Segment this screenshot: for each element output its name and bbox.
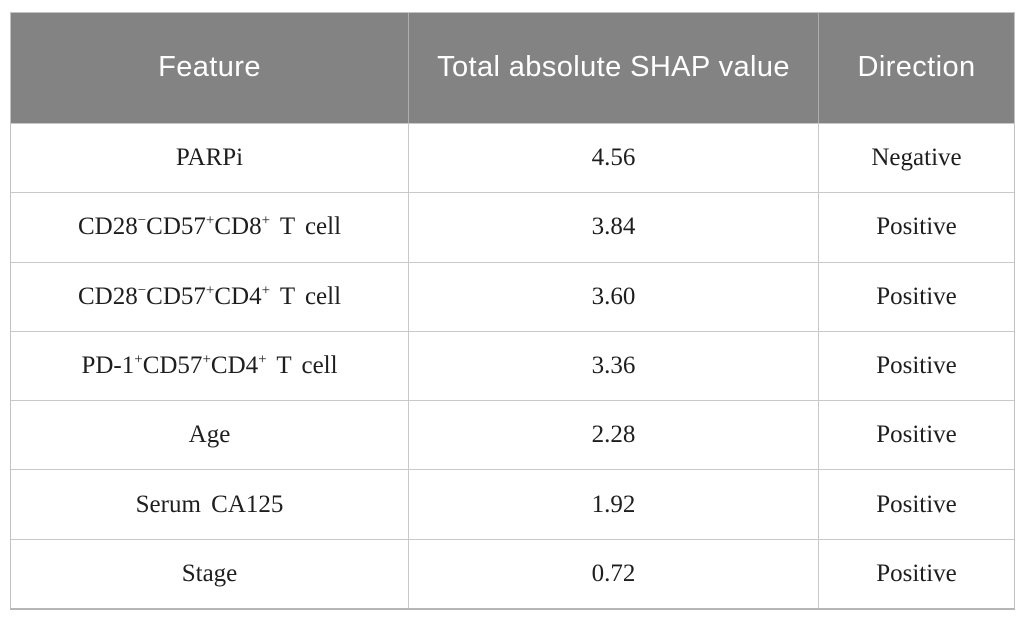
direction-cell: Positive xyxy=(819,469,1014,539)
feature-cell: PARPi xyxy=(11,123,409,193)
feature-cell: CD28−CD57+CD4+ T cell xyxy=(11,261,409,331)
feature-cell: Stage xyxy=(11,538,409,608)
column-header-total-absolute-shap-value: Total absolute SHAP value xyxy=(409,13,819,123)
shap-value-cell: 3.36 xyxy=(409,330,819,401)
shap-value-cell: 1.92 xyxy=(409,469,819,539)
direction-cell: Positive xyxy=(819,538,1014,608)
shap-value-cell: 3.84 xyxy=(409,192,819,262)
feature-cell: PD-1+CD57+CD4+ T cell xyxy=(11,330,409,401)
feature-label: Stage xyxy=(181,559,238,587)
direction-cell: Negative xyxy=(819,123,1014,193)
shap-value-cell: 2.28 xyxy=(409,400,819,470)
feature-label: PD-1+CD57+CD4+ T cell xyxy=(81,351,338,379)
shap-value-cell: 4.56 xyxy=(409,123,819,193)
feature-label: CD28−CD57+CD4+ T cell xyxy=(77,282,342,310)
direction-cell: Positive xyxy=(819,261,1014,331)
direction-cell: Positive xyxy=(819,330,1014,401)
column-header-feature: Feature xyxy=(11,13,409,123)
feature-cell: Serum CA125 xyxy=(11,469,409,539)
feature-cell: Age xyxy=(11,400,409,470)
direction-cell: Positive xyxy=(819,192,1014,262)
shap-value-cell: 3.60 xyxy=(409,261,819,331)
feature-label: PARPi xyxy=(175,144,244,172)
shap-feature-table: Feature Total absolute SHAP value Direct… xyxy=(10,12,1015,610)
feature-label: CD28−CD57+CD8+ T cell xyxy=(77,213,342,241)
feature-label: Serum CA125 xyxy=(135,490,284,518)
column-header-direction: Direction xyxy=(819,13,1014,123)
feature-cell: CD28−CD57+CD8+ T cell xyxy=(11,192,409,262)
shap-value-cell: 0.72 xyxy=(409,538,819,608)
direction-cell: Positive xyxy=(819,400,1014,470)
feature-label: Age xyxy=(188,421,231,449)
